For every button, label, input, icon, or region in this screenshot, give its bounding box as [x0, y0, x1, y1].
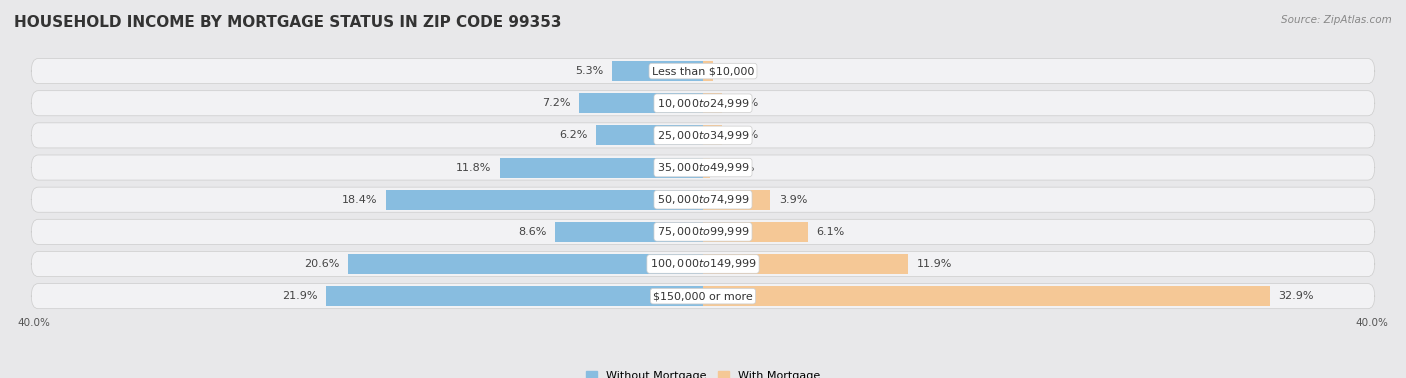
Text: 40.0%: 40.0%	[1355, 318, 1389, 327]
Text: HOUSEHOLD INCOME BY MORTGAGE STATUS IN ZIP CODE 99353: HOUSEHOLD INCOME BY MORTGAGE STATUS IN Z…	[14, 15, 561, 30]
Text: 21.9%: 21.9%	[281, 291, 318, 301]
Bar	[703, 61, 713, 81]
FancyBboxPatch shape	[31, 284, 1375, 309]
FancyBboxPatch shape	[31, 187, 1375, 212]
Text: 7.2%: 7.2%	[541, 98, 571, 108]
Text: $50,000 to $74,999: $50,000 to $74,999	[657, 193, 749, 206]
Text: $100,000 to $149,999: $100,000 to $149,999	[650, 257, 756, 271]
Bar	[612, 61, 703, 81]
Bar	[326, 286, 703, 306]
Bar	[703, 125, 721, 146]
Bar	[596, 125, 703, 146]
Text: $25,000 to $34,999: $25,000 to $34,999	[657, 129, 749, 142]
Text: 8.6%: 8.6%	[517, 227, 547, 237]
Bar	[703, 93, 721, 113]
Bar	[703, 254, 908, 274]
Bar	[703, 222, 808, 242]
Text: $150,000 or more: $150,000 or more	[654, 291, 752, 301]
Text: $10,000 to $24,999: $10,000 to $24,999	[657, 97, 749, 110]
Bar	[387, 190, 703, 210]
FancyBboxPatch shape	[31, 91, 1375, 116]
Text: 1.1%: 1.1%	[731, 98, 759, 108]
Bar	[579, 93, 703, 113]
Text: 3.9%: 3.9%	[779, 195, 807, 205]
Text: 6.1%: 6.1%	[817, 227, 845, 237]
Legend: Without Mortgage, With Mortgage: Without Mortgage, With Mortgage	[586, 370, 820, 378]
Text: 11.8%: 11.8%	[456, 163, 491, 172]
Text: 20.6%: 20.6%	[304, 259, 340, 269]
FancyBboxPatch shape	[31, 59, 1375, 84]
Text: Source: ZipAtlas.com: Source: ZipAtlas.com	[1281, 15, 1392, 25]
Text: 18.4%: 18.4%	[342, 195, 377, 205]
Bar	[703, 286, 1270, 306]
Text: 40.0%: 40.0%	[17, 318, 51, 327]
Bar	[349, 254, 703, 274]
Bar	[555, 222, 703, 242]
Text: Less than $10,000: Less than $10,000	[652, 66, 754, 76]
Text: $35,000 to $49,999: $35,000 to $49,999	[657, 161, 749, 174]
Bar	[499, 158, 703, 178]
FancyBboxPatch shape	[31, 219, 1375, 245]
Text: 0.6%: 0.6%	[721, 66, 751, 76]
Text: 1.1%: 1.1%	[731, 130, 759, 140]
Bar	[703, 158, 710, 178]
FancyBboxPatch shape	[31, 155, 1375, 180]
Text: 5.3%: 5.3%	[575, 66, 603, 76]
Text: 11.9%: 11.9%	[917, 259, 952, 269]
FancyBboxPatch shape	[31, 251, 1375, 277]
Text: $75,000 to $99,999: $75,000 to $99,999	[657, 225, 749, 239]
Text: 6.2%: 6.2%	[560, 130, 588, 140]
Bar	[703, 190, 770, 210]
FancyBboxPatch shape	[31, 123, 1375, 148]
Text: 0.43%: 0.43%	[718, 163, 755, 172]
Text: 32.9%: 32.9%	[1278, 291, 1313, 301]
